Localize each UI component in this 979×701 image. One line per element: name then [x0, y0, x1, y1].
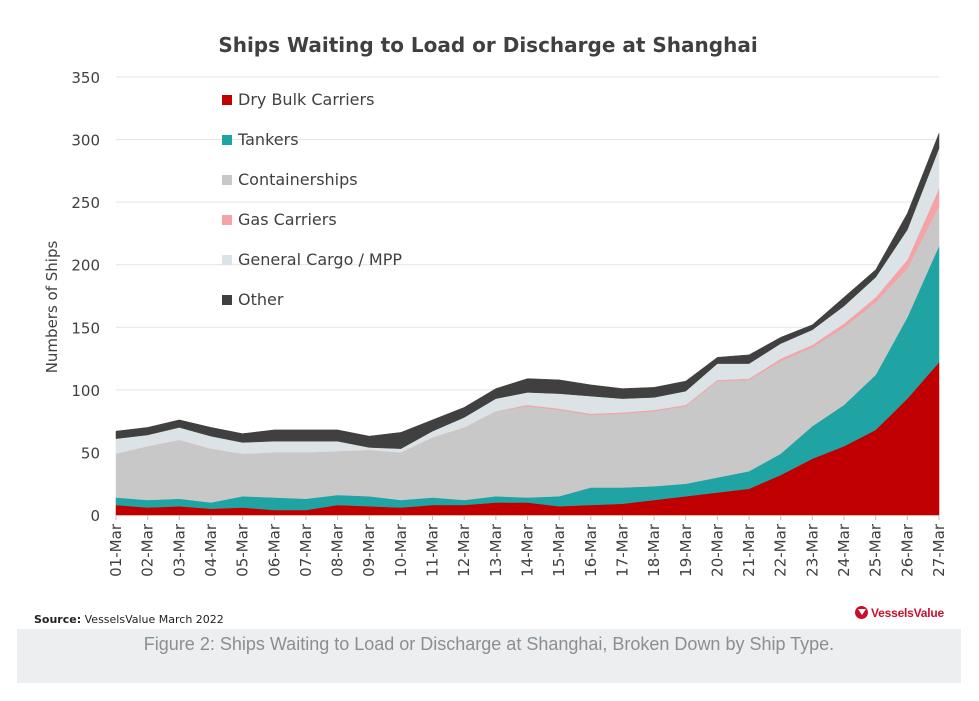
x-tick-label: 19-Mar [677, 523, 695, 577]
x-tick-label: 18-Mar [645, 523, 663, 577]
x-axis-ticks: 01-Mar 02-Mar 03-Mar 04-Mar 05-Mar 06-Mar 07-M… [107, 515, 948, 577]
legend-swatch [222, 95, 232, 105]
legend-label: Dry Bulk Carriers [238, 90, 374, 109]
x-tick-label: 09-Mar [360, 523, 378, 577]
x-tick-label: 25-Mar [867, 523, 885, 577]
x-tick-label: 20-Mar [708, 523, 726, 577]
figure-caption: Figure 2: Ships Waiting to Load or Disch… [143, 634, 835, 654]
legend-swatch [222, 215, 232, 225]
legend-label: Other [238, 290, 284, 309]
x-tick-label: 02-Mar [139, 523, 157, 577]
source-note: Source: VesselsValue March 2022 [34, 613, 224, 626]
vesselsvalue-logo-icon [855, 606, 868, 619]
y-tick-label: 300 [71, 132, 100, 150]
chart: Ships Waiting to Load or Discharge at Sh… [43, 33, 948, 577]
x-tick-label: 17-Mar [613, 523, 631, 577]
y-axis-label: Numbers of Ships [43, 241, 61, 374]
legend-label: General Cargo / MPP [238, 250, 402, 269]
legend-swatch [222, 175, 232, 185]
y-tick-label: 350 [71, 69, 100, 87]
series-area-other [115, 133, 940, 449]
x-tick-label: 04-Mar [202, 523, 220, 577]
y-tick-label: 150 [71, 319, 100, 337]
legend-label: Tankers [237, 130, 299, 149]
legend-swatch [222, 255, 232, 265]
x-tick-label: 11-Mar [424, 523, 442, 577]
y-tick-label: 0 [90, 507, 100, 525]
x-tick-label: 14-Mar [519, 523, 537, 577]
x-tick-label: 23-Mar [803, 523, 821, 577]
x-tick-label: 16-Mar [582, 523, 600, 577]
source-label: Source: [34, 613, 82, 626]
chart-area: Ships Waiting to Load or Discharge at Sh… [17, 17, 961, 629]
brand-name: VesselsValue [871, 606, 944, 620]
x-tick-label: 10-Mar [392, 523, 410, 577]
y-tick-label: 100 [71, 382, 100, 400]
y-tick-label: 50 [81, 444, 100, 462]
x-tick-label: 06-Mar [265, 523, 283, 577]
x-tick-label: 12-Mar [455, 523, 473, 577]
chart-title: Ships Waiting to Load or Discharge at Sh… [218, 33, 757, 57]
x-tick-label: 15-Mar [550, 523, 568, 577]
x-tick-label: 03-Mar [170, 523, 188, 577]
stacked-areas [115, 133, 940, 516]
legend: Dry Bulk Carriers Tankers Containerships Ga… [222, 90, 402, 309]
legend-swatch [222, 295, 232, 305]
x-tick-label: 27-Mar [930, 523, 948, 577]
legend-label: Gas Carriers [238, 210, 337, 229]
legend-swatch [222, 135, 232, 145]
y-tick-label: 200 [71, 257, 100, 275]
legend-label: Containerships [238, 170, 358, 189]
x-tick-label: 05-Mar [234, 523, 252, 577]
x-tick-label: 26-Mar [898, 523, 916, 577]
x-tick-label: 22-Mar [772, 523, 790, 577]
y-axis-ticks: 0 50 100 150 200 250 300 350 [71, 69, 100, 525]
x-tick-label: 13-Mar [487, 523, 505, 577]
x-tick-label: 08-Mar [329, 523, 347, 577]
brand-logo: VesselsValue [855, 606, 944, 620]
x-tick-label: 07-Mar [297, 523, 315, 577]
source-text: VesselsValue March 2022 [84, 613, 224, 626]
x-tick-label: 21-Mar [740, 523, 758, 577]
x-tick-label: 01-Mar [107, 523, 125, 577]
y-tick-label: 250 [71, 194, 100, 212]
x-tick-label: 24-Mar [835, 523, 853, 577]
